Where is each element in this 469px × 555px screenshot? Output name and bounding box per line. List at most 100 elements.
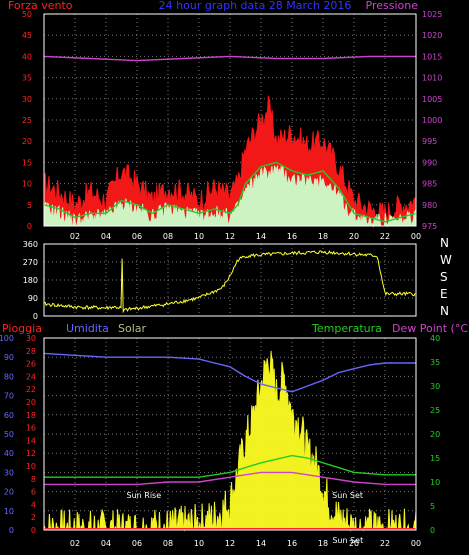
humidity-panel-x-tick: 18	[318, 539, 328, 548]
rain-y-tick: 22	[26, 385, 36, 394]
wind-panel-x-tick: 20	[349, 232, 359, 241]
wind-panel-frame	[43, 13, 417, 227]
solar-label: Solar	[118, 322, 147, 335]
rain-y-tick: 24	[26, 372, 36, 381]
humidity-panel-x-tick: 20	[349, 539, 359, 548]
humidity-panel-x-tick: 16	[287, 539, 297, 548]
rain-y-tick: 30	[26, 334, 36, 343]
pressure-y-tick: 1000	[422, 116, 442, 125]
temperature-y-tick: 30	[430, 382, 440, 391]
humidity-y-tick: 50	[4, 430, 14, 439]
wind-panel-x-tick: 04	[101, 232, 111, 241]
wind-y-tick: 10	[22, 180, 32, 189]
wind-y-tick: 15	[22, 158, 32, 167]
humidity-y-tick: 70	[4, 392, 14, 401]
temperature-y-tick: 20	[430, 430, 440, 439]
humidity-panel-x-tick: 10	[194, 539, 204, 548]
humidity-y-tick: 90	[4, 353, 14, 362]
temperature-y-tick: 15	[430, 454, 440, 463]
direction-y-tick: 360	[23, 240, 38, 249]
wind-y-tick: 25	[22, 116, 32, 125]
sunset-marker-label: Sun Set	[332, 491, 363, 500]
pressure-series	[43, 55, 416, 62]
rain-y-tick: 8	[31, 475, 36, 484]
humidity-panel-x-tick: 02	[70, 539, 80, 548]
humidity-y-tick: 40	[4, 449, 14, 458]
wind-strength-label: Forza vento	[8, 0, 73, 12]
humidity-y-tick: 60	[4, 411, 14, 420]
compass-n-top: N	[440, 236, 449, 250]
humidity-panel-x-tick: 00	[411, 539, 421, 548]
rain-y-tick: 16	[26, 424, 36, 433]
humidity-series	[43, 352, 416, 393]
rain-y-tick: 18	[26, 411, 36, 420]
humidity-panel-x-tick: 06	[132, 539, 142, 548]
rain-y-tick: 12	[26, 449, 36, 458]
dewpoint-label: Dew Point (°C)	[392, 322, 469, 335]
humidity-panel-x-tick: 04	[101, 539, 111, 548]
sunrise-marker-label: Sun Rise	[127, 491, 162, 500]
humidity-panel-x-tick: 14	[256, 539, 266, 548]
humidity-y-tick: 0	[9, 526, 14, 535]
temperature-series	[44, 454, 416, 478]
humidity-panel-x-tick: 22	[380, 539, 390, 548]
humidity-y-tick: 20	[4, 488, 14, 497]
wind-panel-x-tick: 10	[194, 232, 204, 241]
rain-y-tick: 20	[26, 398, 36, 407]
dewpoint-series	[44, 471, 416, 486]
wind-panel-x-tick: 00	[411, 232, 421, 241]
wind-panel-x-tick: 22	[380, 232, 390, 241]
wind-y-tick: 0	[27, 222, 32, 231]
wind-panel-x-tick: 08	[163, 232, 173, 241]
wind-y-tick: 40	[22, 52, 32, 61]
humidity-panel-frame	[43, 337, 417, 531]
pressure-y-tick: 990	[422, 158, 437, 167]
compass-w: W	[440, 253, 452, 267]
compass-e: E	[440, 287, 448, 301]
wind-average-series	[43, 161, 417, 223]
temperature-y-tick: 35	[430, 358, 440, 367]
pressure-y-tick: 985	[422, 180, 437, 189]
humidity-label: Umidita	[66, 322, 109, 335]
direction-y-tick: 180	[23, 276, 38, 285]
humidity-panel-x-tick: 12	[225, 539, 235, 548]
rain-y-tick: 14	[26, 436, 36, 445]
direction-y-tick: 270	[23, 258, 38, 267]
rain-label: Pioggia	[2, 322, 42, 335]
rain-y-tick: 0	[31, 526, 36, 535]
rain-y-tick: 26	[26, 360, 36, 369]
wind-y-tick: 20	[22, 137, 32, 146]
pressure-y-tick: 980	[422, 201, 437, 210]
wind-speed-series	[43, 164, 417, 228]
chart-subtitle: 24 hour graph data 28 March 2016	[159, 0, 352, 12]
wind-panel-x-tick: 16	[287, 232, 297, 241]
temperature-y-tick: 0	[430, 526, 435, 535]
wind-panel-x-tick: 12	[225, 232, 235, 241]
temperature-y-tick: 5	[430, 502, 435, 511]
humidity-y-tick: 80	[4, 372, 14, 381]
wind-y-tick: 30	[22, 95, 32, 104]
wind-panel-x-tick: 02	[70, 232, 80, 241]
temperature-y-tick: 25	[430, 406, 440, 415]
pressure-y-tick: 995	[422, 137, 437, 146]
rain-y-tick: 6	[31, 488, 36, 497]
pressure-y-tick: 1010	[422, 74, 442, 83]
wind-y-tick: 35	[22, 74, 32, 83]
direction-panel-frame	[43, 243, 417, 317]
wind-y-tick: 5	[27, 201, 32, 210]
wind-panel-x-tick: 18	[318, 232, 328, 241]
pressure-y-tick: 1020	[422, 31, 442, 40]
direction-y-tick: 90	[28, 294, 38, 303]
humidity-y-tick: 10	[4, 507, 14, 516]
pressure-y-tick: 975	[422, 222, 437, 231]
rain-y-tick: 4	[31, 500, 36, 509]
pressure-y-tick: 1005	[422, 95, 442, 104]
humidity-y-tick: 100	[0, 334, 14, 343]
wind-y-tick: 50	[22, 10, 32, 19]
direction-y-tick: 0	[33, 312, 38, 321]
temperature-y-tick: 10	[430, 478, 440, 487]
pressure-y-tick: 1015	[422, 52, 442, 61]
pressure-label: Pressione	[366, 0, 419, 12]
humidity-y-tick: 30	[4, 468, 14, 477]
